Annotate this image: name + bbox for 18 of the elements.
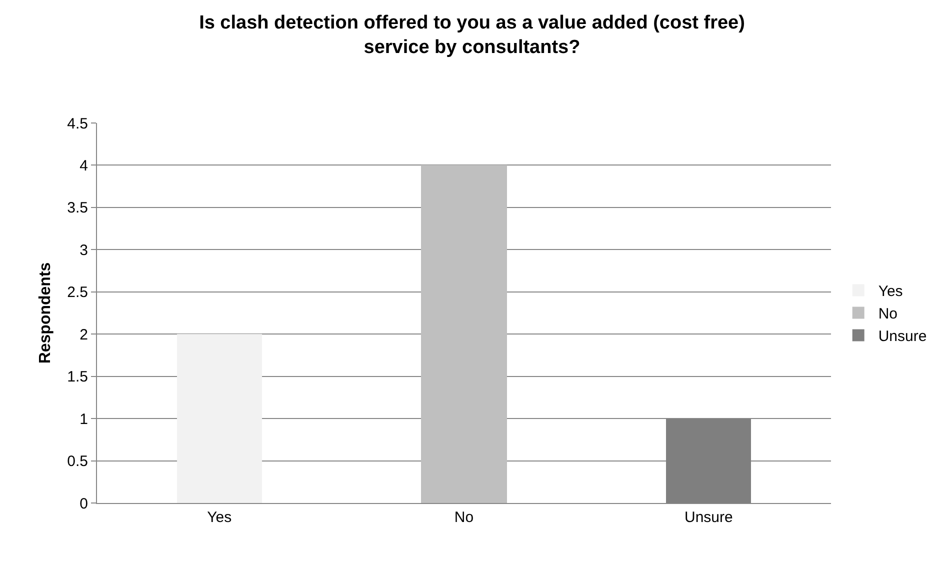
x-tick-label: Unsure: [684, 509, 733, 526]
y-tick-label: 1: [80, 410, 88, 428]
y-tick-label: 1.5: [67, 368, 88, 386]
y-tick-label: 0.5: [67, 453, 88, 470]
y-tick-label: 2: [80, 326, 88, 344]
y-tick-label: 4: [80, 157, 88, 174]
y-tick-label: 3: [80, 242, 88, 259]
legend-label: Yes: [878, 283, 903, 300]
y-tick-label: 0: [80, 495, 88, 512]
y-axis-title: Respondents: [37, 262, 54, 364]
legend-label: Unsure: [878, 328, 927, 346]
y-tick-label: 2.5: [67, 284, 88, 302]
y-tick-label: 4.5: [67, 115, 88, 132]
x-tick-label: No: [454, 509, 474, 526]
chart-title: Is clash detection offered to you as a value added (cost free) service by consultants?: [199, 12, 745, 58]
y-tick-label: 3.5: [67, 200, 88, 217]
x-tick-label: Yes: [207, 509, 232, 526]
legend-label: No: [878, 306, 898, 323]
